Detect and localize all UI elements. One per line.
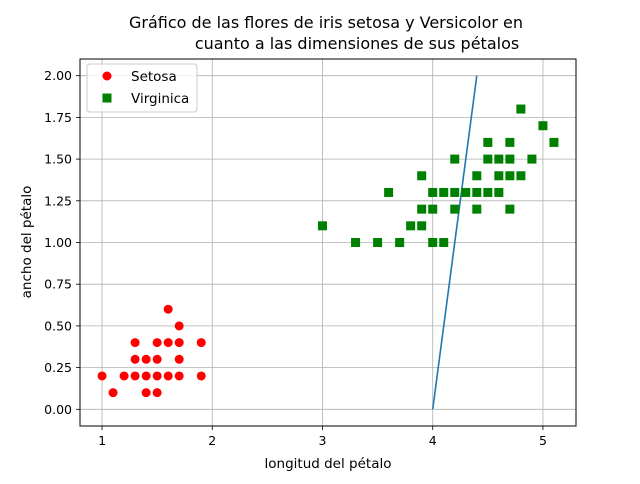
setosa-point [130,371,140,381]
x-tick-label: 3 [319,433,327,448]
virginica-point [483,154,493,164]
virginica-point [472,187,482,197]
legend-marker-virginica [102,93,112,103]
y-tick-label: 0.25 [44,360,72,375]
setosa-point [141,371,151,381]
virginica-point [417,171,427,181]
y-tick-label: 1.50 [44,152,72,167]
virginica-point [439,238,449,247]
setosa-point [130,354,140,364]
decision-line [431,75,478,410]
virginica-point [450,187,460,197]
setosa-point [174,354,184,364]
virginica-point [351,238,361,247]
virginica-point [406,221,416,231]
virginica-point [505,154,515,164]
virginica-point [417,221,427,231]
x-axis-label: longitud del pétalo [265,456,392,472]
virginica-point [395,238,405,247]
legend: Setosa Virginica [86,63,198,113]
virginica-point [450,154,460,164]
virginica-point [428,204,438,214]
y-axis-label: ancho del pétalo [19,186,35,299]
chart-title-line-2: cuanto a las dimensiones de sus pétalos [195,34,519,53]
virginica-point [538,121,548,131]
x-tick-label: 1 [98,433,106,448]
legend-marker-setosa [102,71,112,81]
setosa-point [152,371,162,381]
setosa-point [152,388,162,398]
setosa-point [152,338,162,348]
setosa-point [141,354,151,364]
setosa-point [196,338,206,348]
virginica-point [417,204,427,214]
y-tick-label: 1.75 [44,110,72,125]
x-tick-label: 4 [429,433,437,448]
axis-ticks: 1 2 3 4 5 0.00 0.25 0.50 0.75 1.00 1.25 1.50 1.75 2.0… [44,68,547,448]
virginica-point [483,187,493,197]
y-tick-label: 0.50 [44,318,72,333]
setosa-point [141,388,151,398]
virginica-point [505,204,515,214]
virginica-point [373,238,383,247]
decision-line-layer [431,75,478,410]
setosa-point [174,371,184,381]
y-tick-label: 1.25 [44,193,72,208]
virginica-point [483,137,493,147]
y-tick-label: 1.00 [44,235,72,250]
setosa-point [119,371,129,381]
setosa-point [163,371,173,381]
x-tick-label: 2 [208,433,216,448]
setosa-point [108,388,118,398]
chart-title-line-1: Gráfico de las flores de iris setosa y V… [129,13,523,32]
virginica-point [461,187,471,197]
x-tick-label: 5 [539,433,547,448]
data-points [97,104,559,398]
virginica-point [428,238,438,247]
virginica-point [450,204,460,214]
setosa-point [97,371,107,381]
virginica-point [384,187,394,197]
virginica-point [494,154,504,164]
virginica-point [505,171,515,181]
virginica-point [527,154,537,164]
setosa-point [174,338,184,348]
virginica-point [439,187,449,197]
y-tick-label: 0.75 [44,277,72,292]
virginica-point [549,137,559,147]
y-tick-label: 2.00 [44,68,72,83]
virginica-point [494,171,504,181]
virginica-point [317,221,327,231]
virginica-point [505,137,515,147]
virginica-point [472,204,482,214]
virginica-point [494,187,504,197]
setosa-point [196,371,206,381]
y-tick-label: 0.00 [44,402,72,417]
virginica-point [472,171,482,181]
legend-label-setosa: Setosa [131,69,177,85]
setosa-point [152,354,162,364]
setosa-point [163,304,173,314]
legend-label-virginica: Virginica [131,91,189,107]
grid [80,59,576,426]
setosa-point [163,338,173,348]
setosa-point [130,338,140,348]
legend-box [86,63,198,113]
virginica-point [516,104,526,114]
virginica-point [428,187,438,197]
virginica-point [516,171,526,181]
setosa-point [174,321,184,331]
